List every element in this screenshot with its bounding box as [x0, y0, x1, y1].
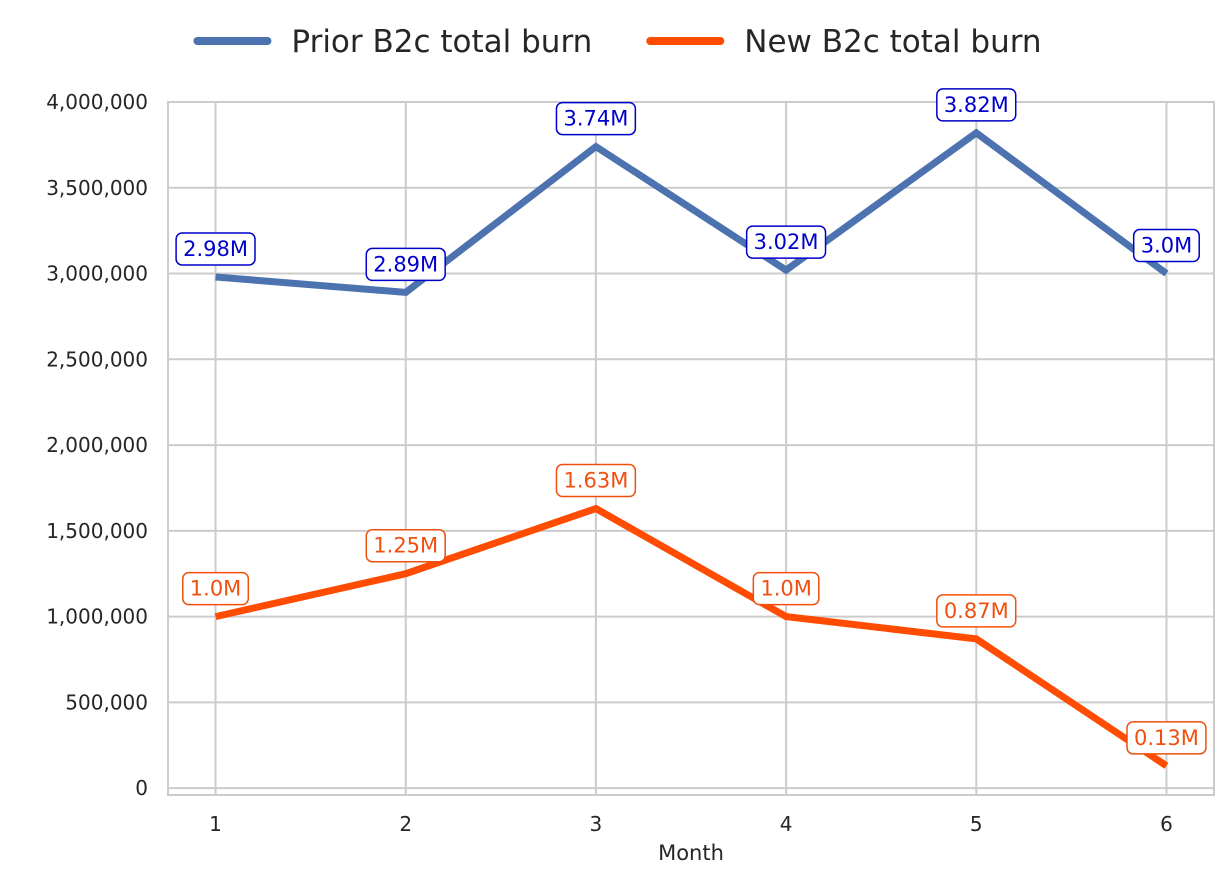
- legend: Prior B2c total burn New B2c total burn: [193, 24, 1042, 60]
- legend-label: New B2c total burn: [744, 24, 1041, 60]
- data-label: 1.25M: [365, 528, 446, 563]
- data-label-text: 3.02M: [754, 230, 819, 254]
- data-label-text: 1.0M: [190, 577, 242, 601]
- data-label-text: 3.0M: [1141, 234, 1193, 258]
- data-label-text: 3.74M: [563, 107, 628, 131]
- data-label-text: 0.87M: [944, 599, 1009, 623]
- series-lines: [214, 128, 1169, 769]
- x-tick-label: 1: [209, 812, 222, 836]
- gridlines: [168, 101, 1214, 795]
- x-tick-label: 6: [1160, 812, 1173, 836]
- x-axis-ticks: 1 2 3 4 5 6: [209, 812, 1173, 836]
- y-tick-label: 3,500,000: [46, 176, 148, 200]
- x-tick-label: 4: [780, 812, 793, 836]
- y-tick-label: 500,000: [65, 690, 148, 714]
- data-label-text: 0.13M: [1134, 726, 1199, 750]
- data-label: 3.0M: [1132, 228, 1200, 263]
- x-tick-label: 2: [399, 812, 412, 836]
- data-label-box: [555, 101, 637, 136]
- data-label: 3.02M: [745, 225, 827, 259]
- data-label-box: [936, 594, 1017, 628]
- y-tick-label: 3,000,000: [46, 262, 148, 286]
- legend-item-new: New B2c total burn: [646, 24, 1042, 60]
- data-label-text: 1.25M: [373, 534, 438, 558]
- legend-label: Prior B2c total burn: [291, 24, 592, 60]
- data-label-box: [745, 225, 827, 259]
- y-tick-label: 2,000,000: [46, 433, 148, 457]
- plot-area-frame: [167, 101, 1215, 796]
- data-label-box: [365, 247, 446, 282]
- legend-item-prior: Prior B2c total burn: [193, 24, 592, 60]
- data-label: 3.82M: [936, 88, 1017, 122]
- y-tick-label: 2,500,000: [46, 347, 148, 371]
- data-label: 1.63M: [555, 463, 637, 498]
- data-label-box: [365, 528, 446, 563]
- data-label: 2.98M: [175, 232, 256, 266]
- data-label: 2.89M: [365, 247, 446, 282]
- data-label-text: 3.82M: [944, 93, 1009, 117]
- y-tick-label: 1,000,000: [46, 605, 148, 629]
- data-label: 0.87M: [936, 594, 1017, 628]
- data-label-box: [936, 88, 1017, 122]
- data-label-text: 2.98M: [183, 237, 248, 261]
- data-label-text: 1.63M: [563, 469, 628, 493]
- series-line-prior: [215, 128, 1169, 297]
- data-label: 0.13M: [1126, 721, 1207, 755]
- data-label-text: 2.89M: [373, 252, 438, 276]
- data-label: 3.74M: [555, 101, 637, 136]
- data-label-box: [1132, 228, 1200, 263]
- data-label: 1.0M: [752, 571, 820, 606]
- data-label: 1.0M: [182, 571, 250, 606]
- data-label-box: [182, 571, 250, 606]
- y-tick-label: 4,000,000: [46, 90, 148, 114]
- x-axis-title: Month: [658, 841, 724, 865]
- data-label-box: [752, 571, 820, 606]
- data-labels: 2.98M 2.89M 3.74M 3.02M 3.82M 3.0M 1.0M 1.25M 1.…: [175, 88, 1207, 755]
- data-label-box: [1126, 721, 1207, 755]
- series-line-new: [214, 504, 1169, 769]
- x-tick-label: 3: [590, 812, 603, 836]
- data-label-box: [175, 232, 256, 266]
- data-label-text: 1.0M: [760, 577, 812, 601]
- data-label-box: [555, 463, 637, 498]
- y-axis-ticks: 0 500,000 1,000,000 1,500,000 2,000,000 2,500…: [46, 90, 148, 800]
- y-tick-label: 0: [135, 776, 148, 800]
- x-tick-label: 5: [970, 812, 983, 836]
- y-tick-label: 1,500,000: [46, 519, 148, 543]
